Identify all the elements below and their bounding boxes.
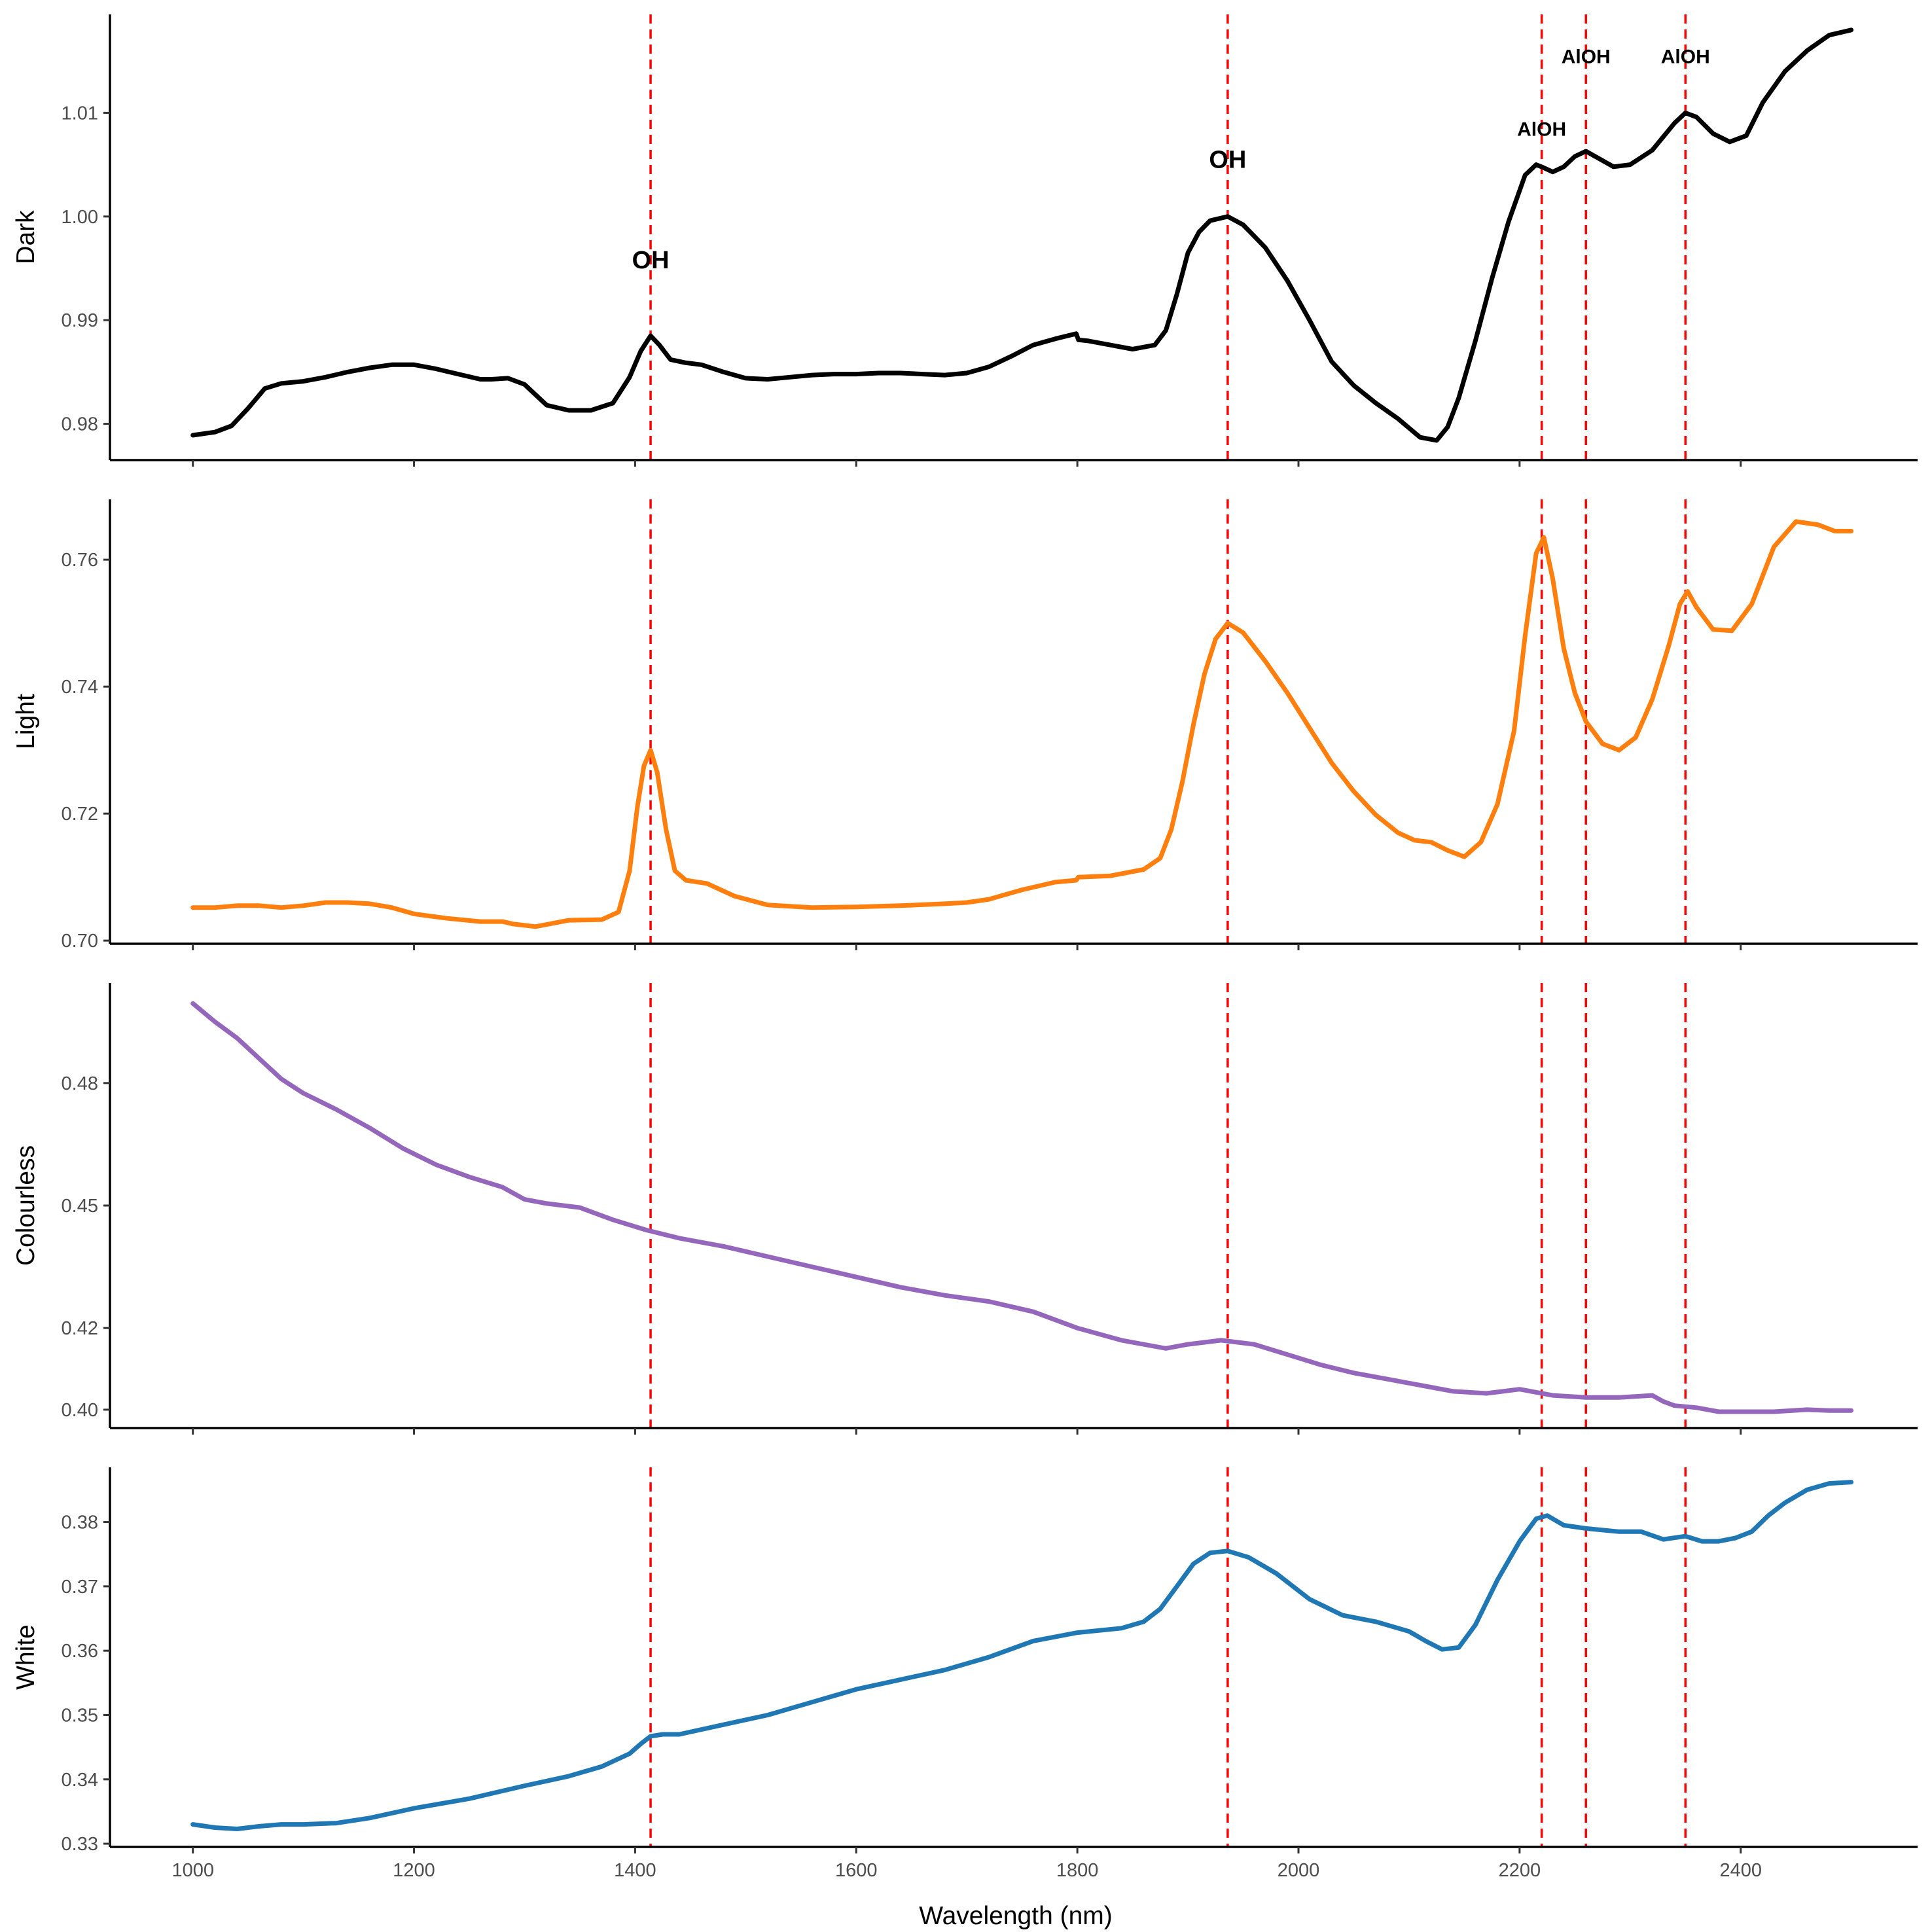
y-tick-label: 1.01 [62,103,98,124]
y-axis-title: Light [12,694,40,749]
y-tick-label: 0.34 [62,1770,98,1791]
peak-label: AlOH [1562,46,1611,67]
x-tick-label: 2200 [1499,1860,1541,1881]
y-tick-label: 1.00 [62,207,98,228]
y-tick-label: 0.42 [62,1318,98,1339]
x-tick-label: 1600 [835,1860,878,1881]
peak-label: AlOH [1661,46,1710,67]
panel-white: 0.33 0.34 0.35 0.36 0.37 0.38 White 1000 1200 140… [12,1467,1918,1881]
x-tick-label: 1400 [614,1860,656,1881]
x-tick-label: 1000 [171,1860,214,1881]
x-axis-title: Wavelength (nm) [919,1902,1113,1930]
y-tick-label: 0.98 [62,414,98,435]
x-tick-label: 1800 [1056,1860,1099,1881]
y-tick-label: 0.35 [62,1705,98,1726]
y-axis-title: White [12,1624,40,1690]
x-tick-label: 1200 [393,1860,435,1881]
y-tick-label: 0.33 [62,1834,98,1855]
y-tick-label: 0.38 [62,1512,98,1533]
y-tick-label: 0.70 [62,931,98,952]
peak-label: OH [632,247,670,274]
y-tick-label: 0.36 [62,1641,98,1662]
panel-light: 0.70 0.72 0.74 0.76 Light [12,499,1918,952]
series-line-dark [190,27,1854,443]
series-line-white [190,1480,1854,1831]
x-tick-label: 2000 [1278,1860,1320,1881]
y-tick-label: 0.72 [62,804,98,825]
y-axis-title: Colourless [12,1145,40,1266]
y-tick-label: 0.76 [62,550,98,571]
peak-label: OH [1209,146,1246,173]
y-tick-label: 0.74 [62,677,98,698]
y-tick-label: 0.37 [62,1577,98,1598]
y-tick-label: 0.45 [62,1196,98,1217]
y-tick-label: 0.40 [62,1400,98,1421]
peak-label: AlOH [1517,118,1566,140]
y-tick-label: 0.48 [62,1073,98,1094]
x-tick-label: 2400 [1719,1860,1762,1881]
series-line-colourless [190,1001,1854,1414]
panel-colourless: 0.40 0.42 0.45 0.48 Colourless [12,983,1918,1435]
panel-dark: 0.98 0.99 1.00 1.01 Dark OH OH AlOH AlOH AlOH [12,14,1918,467]
y-axis-title: Dark [12,210,40,264]
series-line-light [190,519,1854,929]
y-tick-label: 0.99 [62,310,98,331]
